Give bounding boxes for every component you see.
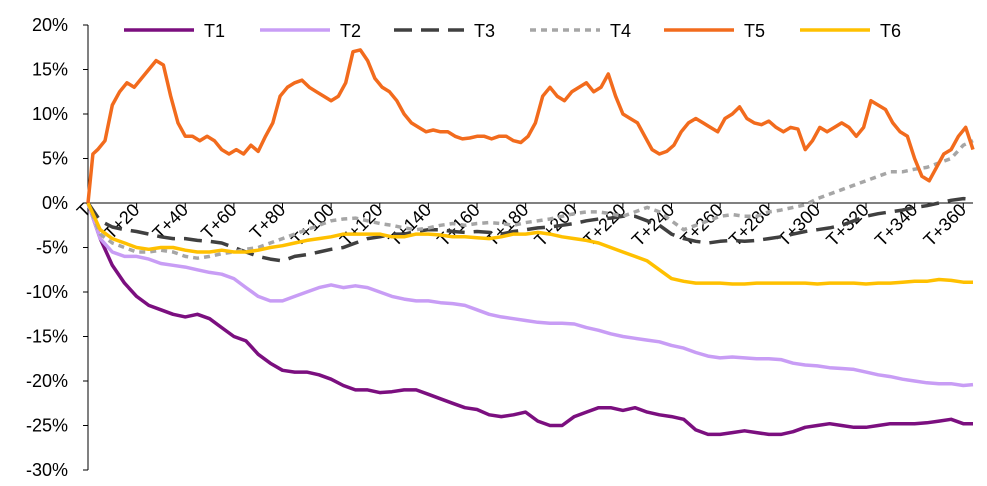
legend-label-t6: T6 — [880, 21, 901, 41]
legend-label-t3: T3 — [474, 21, 495, 41]
x-tick-label: T+240 — [628, 200, 679, 251]
y-tick-label: 20% — [32, 15, 68, 35]
series-line-t5 — [86, 48, 975, 204]
legend-label-t4: T4 — [610, 21, 631, 41]
y-tick-label: 10% — [32, 104, 68, 124]
y-tick-label: -25% — [26, 416, 68, 436]
y-tick-label: 15% — [32, 60, 68, 80]
series-line-t4 — [86, 139, 974, 260]
x-axis: T T+20 T+40 T+60 T+80T+100T+120T+140T+160T+1… — [73, 200, 973, 251]
series-line-t2 — [86, 202, 974, 388]
x-tick-label: T+340 — [871, 200, 922, 251]
legend-label-t5: T5 — [744, 21, 765, 41]
series-layer — [86, 48, 975, 437]
y-tick-label: -5% — [36, 238, 68, 258]
y-tick-label: -30% — [26, 460, 68, 480]
y-tick-label: 5% — [42, 149, 68, 169]
legend-label-t1: T1 — [204, 21, 225, 41]
x-tick-label: T+220 — [579, 200, 630, 251]
y-tick-label: -15% — [26, 327, 68, 347]
legend: T1 T2 T3 T4 T5 T6 — [124, 21, 901, 41]
y-tick-label: -10% — [26, 282, 68, 302]
legend-label-t2: T2 — [340, 21, 361, 41]
x-tick-label: T+140 — [385, 200, 436, 251]
y-tick-label: 0% — [42, 193, 68, 213]
series-line-t1 — [86, 202, 973, 437]
x-tick-label: T+280 — [725, 200, 776, 251]
y-axis: 20% 15% 10% 5% 0% -5% -10% -15% -20% -25% -30% — [26, 15, 89, 480]
series-line-t6 — [86, 202, 973, 286]
series-line-t3 — [86, 196, 974, 263]
y-tick-label: -20% — [26, 371, 68, 391]
